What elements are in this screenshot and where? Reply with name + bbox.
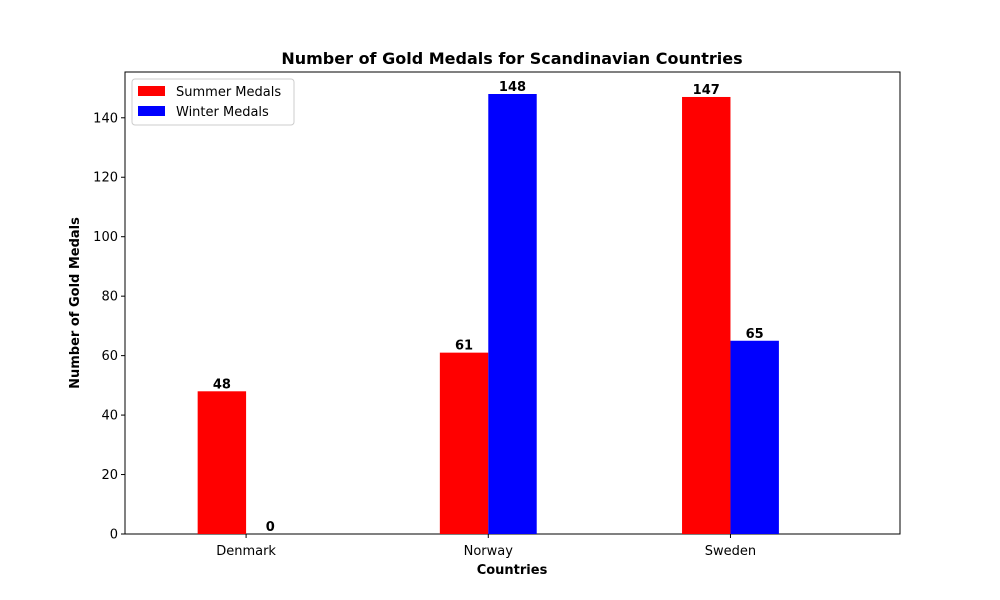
y-tick-label: 0	[110, 528, 118, 543]
data-label: 65	[746, 327, 764, 342]
y-axis-title: Number of Gold Medals	[68, 217, 83, 389]
data-label: 48	[213, 377, 231, 392]
y-tick-label: 120	[93, 171, 118, 186]
legend: Summer Medals Winter Medals	[131, 78, 295, 126]
bar	[682, 96, 731, 535]
bar	[730, 340, 779, 534]
bar	[197, 391, 247, 534]
chart-title: Number of Gold Medals for Scandinavian C…	[281, 49, 742, 68]
bars-layer	[197, 94, 779, 535]
data-label: 0	[266, 520, 275, 535]
data-label: 147	[693, 83, 720, 98]
y-tick-label: 60	[101, 349, 118, 364]
bar	[488, 94, 537, 534]
data-labels-layer: 48 61 147 0 148 65	[213, 80, 764, 535]
x-tick-label: Denmark	[216, 544, 276, 559]
y-tick-label: 100	[93, 230, 118, 245]
data-label: 61	[455, 339, 473, 354]
series-summer-medals	[197, 96, 731, 535]
legend-label: Summer Medals	[176, 85, 281, 100]
x-tick-label: Sweden	[705, 544, 756, 559]
x-axis-title: Countries	[477, 563, 548, 578]
legend-box	[131, 78, 295, 126]
series-winter-medals	[488, 94, 779, 534]
axes-layer: 0 20 40 60 80 100 120 140 Denmark Norway Sweden	[93, 111, 756, 559]
legend-swatch	[138, 106, 165, 116]
bar	[439, 352, 489, 534]
data-label: 148	[499, 80, 526, 95]
y-tick-label: 20	[101, 468, 118, 483]
x-tick-label: Norway	[464, 544, 514, 559]
y-tick-label: 40	[101, 409, 118, 424]
plot-area: 48 61 147 0 148 65 0 20 40 60 80 100 120 140 Denmark N…	[93, 71, 901, 559]
legend-label: Winter Medals	[176, 105, 269, 120]
y-tick-label: 140	[93, 111, 118, 126]
legend-swatch	[138, 86, 165, 96]
y-tick-label: 80	[101, 290, 118, 305]
